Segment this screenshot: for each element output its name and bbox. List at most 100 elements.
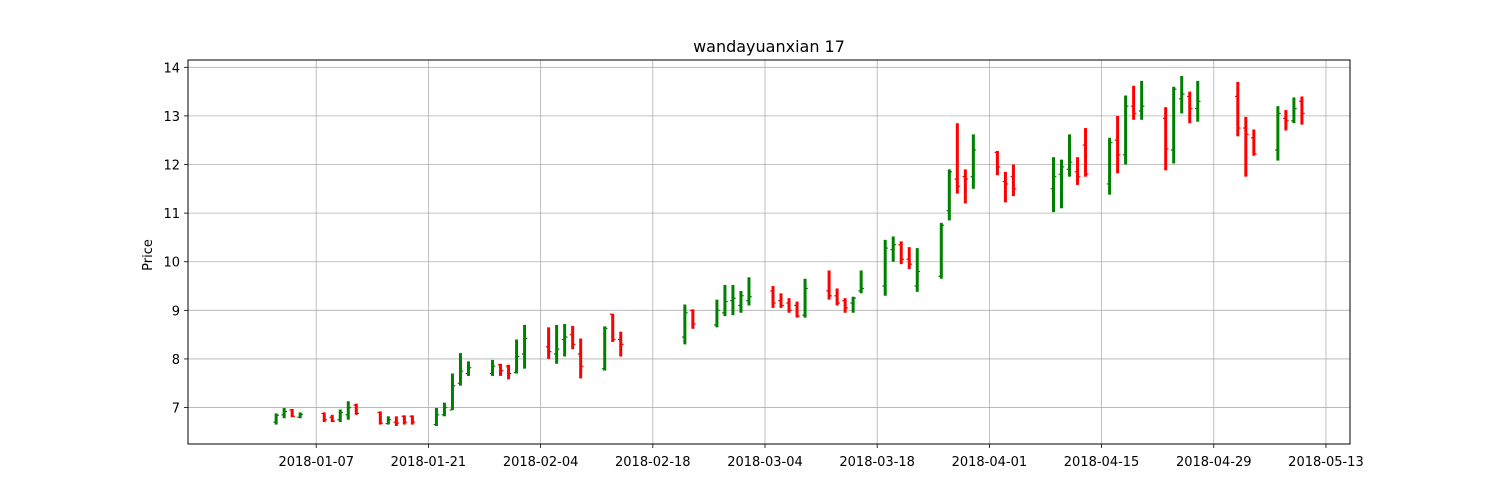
ohlc-bar [946,169,953,221]
ohlc-bar [321,412,328,423]
ohlc-bar [561,323,568,357]
ohlc-bar [1122,95,1129,165]
ohlc-bar [1106,137,1113,195]
plot-frame [187,59,1351,445]
ohlc-bar [337,409,344,423]
ohlc-bar [601,326,608,371]
ohlc-bar [273,413,279,425]
ohlc-bar [457,353,464,386]
ohlc-bar [1058,159,1065,209]
ohlc-bar [850,296,856,313]
ohlc-bar [786,298,792,313]
ohlc-bar [353,403,360,415]
ohlc-bar [577,338,584,379]
ohlc-bar [826,270,832,300]
y-tick-label: 14 [163,61,180,76]
ohlc-bar [834,288,840,306]
ohlc-bar [377,411,384,425]
x-tick-label: 2018-04-29 [1176,455,1252,470]
x-tick-label: 2018-01-21 [391,455,467,470]
ohlc-bar [1235,81,1241,137]
ohlc-bar [842,298,848,313]
ohlc-bar [385,416,392,425]
x-tick-label: 2018-03-04 [727,455,803,470]
ohlc-bar [1243,116,1249,177]
y-tick-label: 13 [163,110,180,125]
x-tick-label: 2018-02-18 [615,455,691,470]
ohlc-bar [609,313,616,342]
ohlc-bar [1186,91,1193,124]
ohlc-bar [1082,128,1089,177]
ohlc-bar [617,331,624,357]
ohlc-bar [682,304,688,345]
ohlc-bar [962,169,969,204]
ohlc-bar [1002,171,1009,203]
ohlc-bar [281,408,287,419]
ohlc-bar [738,290,744,313]
ohlc-bar [505,364,512,380]
ohlc-bar [433,408,440,427]
ohlc-bar [521,324,528,369]
x-tick-label: 2018-04-15 [1064,455,1140,470]
ohlc-bar [994,150,1001,176]
ohlc-bar [954,123,961,194]
ohlc-bar [409,415,416,425]
ohlc-bar [970,134,977,189]
ohlc-bar [746,277,752,306]
x-tick-label: 2018-05-13 [1288,455,1364,470]
ohlc-bar [1194,80,1201,122]
ohlc-bar [1074,157,1081,185]
ohlc-bar [1130,85,1137,120]
ohlc-bar [1283,110,1289,131]
ohlc-bar [1251,129,1257,156]
y-tick-label: 10 [163,256,180,271]
y-axis-label: Price [141,239,156,271]
ohlc-bar [1114,115,1121,174]
ohlc-bar [858,270,864,294]
ohlc-bar [465,361,472,376]
ohlc-bar [345,401,352,420]
ohlc-bar [802,278,808,318]
ohlc-bar [714,299,720,328]
y-tick-label: 8 [172,353,180,368]
ohlc-bar [914,248,921,292]
ohlc-bar [513,339,520,374]
y-tick-label: 9 [172,304,180,319]
ohlc-bar [1066,134,1073,177]
ohlc-bar [1162,107,1169,171]
ohlc-bar [882,239,889,296]
ohlc-bar [393,416,400,427]
ohlc-bar [545,327,552,359]
candle-layer [273,76,1305,427]
ohlc-bar [569,325,576,350]
ohlc-bar [449,373,456,411]
ohlc-bar [890,236,897,262]
ohlc-bar [938,222,945,279]
chart-title: wandayuanxian 17 [693,37,845,56]
ohlc-bar [690,309,696,329]
ohlc-bar [1299,96,1305,125]
ohlc-bar [297,412,303,419]
ohlc-bar [730,285,736,316]
tick-layer: 7 8 9 10 11 12 13 14 2018-01-07 2018-01-21 2018-02… [163,61,1363,470]
x-tick-label: 2018-03-18 [839,455,915,470]
x-tick-label: 2018-02-04 [503,455,579,470]
ohlc-bar [553,324,560,364]
ohlc-bar [289,409,295,418]
ohlc-bar [497,363,504,376]
ohlc-bar [1138,80,1145,120]
ohlc-bar [1291,97,1297,124]
ohlc-bar [722,285,728,317]
ohlc-bar [1010,164,1017,197]
ohlc-bar [906,247,913,270]
ohlc-bar [441,402,448,417]
ohlc-bar [1050,157,1057,213]
ohlc-bar [770,286,776,308]
ohlc-bar [401,415,408,425]
ohlc-bar [1275,106,1281,161]
ohlc-bar [1178,76,1185,114]
ohlc-bar [489,359,496,376]
